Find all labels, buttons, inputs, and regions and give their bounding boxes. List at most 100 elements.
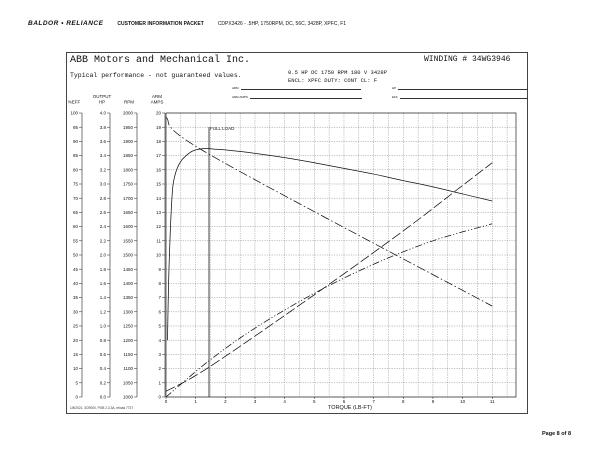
x-axis-label: TORQUE (LB-FT): [328, 405, 372, 411]
y-tick-label: 30: [73, 309, 79, 314]
axis-header: ARM: [152, 94, 162, 99]
series-line-dash-dot-dot: [165, 223, 493, 398]
y-tick-label: 1500: [123, 253, 134, 258]
y-tick-label: 6: [158, 309, 161, 314]
y-tick-label: 0: [75, 395, 78, 400]
y-tick-label: 1050: [123, 380, 134, 385]
y-tick-label: 75: [73, 182, 79, 187]
y-tick-label: 20: [73, 338, 79, 343]
y-tick-label: 20: [156, 111, 162, 116]
plot-border: [165, 112, 517, 398]
document-title: CDPX3426 - .5HP, 1750RPM, DC, 56C, 3428P…: [217, 20, 347, 27]
y-tick-label: 45: [73, 267, 79, 272]
full-load-label: FULL LOAD: [210, 126, 235, 131]
y-tick-label: 1350: [123, 295, 134, 300]
series-line-dash-dot: [165, 116, 493, 307]
y-tick-label: 8: [158, 281, 161, 286]
y-tick-label: 1200: [123, 338, 134, 343]
y-tick-label: 1600: [123, 224, 134, 229]
y-tick-label: 1150: [123, 352, 133, 357]
y-tick-label: 1700: [123, 196, 134, 201]
y-tick-label: 0: [158, 395, 161, 400]
y-tick-label: 70: [73, 196, 79, 201]
y-tick-label: 2: [158, 366, 161, 371]
y-tick-label: 90: [73, 139, 79, 144]
y-tick-label: 1.8: [100, 267, 107, 272]
chart-axes: 0510152025303540455055606570758085909510…: [68, 94, 495, 404]
y-tick-label: 0.2: [100, 380, 107, 385]
x-tick-label: 1: [194, 399, 197, 404]
y-tick-label: 1450: [123, 267, 134, 272]
y-tick-label: 1850: [123, 153, 134, 158]
y-tick-label: 2.4: [100, 224, 107, 229]
x-tick-label: 8: [402, 399, 405, 404]
y-tick-label: 40: [73, 281, 79, 286]
x-tick-label: 10: [460, 399, 466, 404]
y-tick-label: 13: [156, 210, 162, 215]
y-tick-label: 3.8: [100, 125, 107, 130]
y-tick-label: 1650: [123, 210, 134, 215]
x-tick-label: 3: [254, 399, 257, 404]
y-tick-label: 0.8: [100, 338, 107, 343]
form-field-hp: HP: [392, 86, 529, 90]
y-tick-label: 2000: [123, 111, 134, 116]
chart-series: [165, 116, 493, 398]
y-tick-label: 1400: [123, 281, 134, 286]
y-tick-label: 10: [156, 253, 162, 258]
y-tick-label: 1900: [123, 139, 134, 144]
performance-sheet-frame: [66, 52, 528, 414]
y-tick-label: 1.4: [100, 295, 107, 300]
y-tick-label: 1: [158, 380, 161, 385]
chart-grid: [165, 112, 517, 398]
chart-labels: TORQUE (LB-FT) 1/8/2021, 3CR000, POB 2.3.…: [70, 126, 372, 411]
sheet-subtitle: Typical performance - not guaranteed val…: [70, 72, 242, 79]
winding-number: WINDING # 34WG3946: [424, 55, 511, 64]
y-tick-label: 11: [156, 238, 161, 243]
y-tick-label: 16: [156, 167, 162, 172]
y-tick-label: 15: [73, 352, 79, 357]
y-tick-label: 19: [156, 125, 162, 130]
y-tick-label: 3.2: [100, 167, 107, 172]
series-line-solid: [167, 148, 493, 341]
x-tick-label: 9: [432, 399, 435, 404]
y-tick-label: 25: [73, 324, 79, 329]
y-tick-label: 50: [73, 253, 79, 258]
y-tick-label: 1100: [123, 366, 133, 371]
form-field-eff: EFF: [392, 95, 528, 99]
y-tick-label: 14: [156, 196, 162, 201]
axis-header: %EFF: [68, 100, 81, 105]
axis-header: AMPS: [151, 100, 164, 105]
form-field-arm-amps: ARM AMPS: [232, 95, 362, 99]
y-tick-label: 5: [158, 324, 161, 329]
y-tick-label: 95: [73, 125, 79, 130]
y-tick-label: 1.2: [100, 309, 107, 314]
y-tick-label: 3.4: [100, 153, 107, 158]
y-tick-label: 4: [158, 338, 161, 343]
page-number: Page 8 of 8: [542, 431, 572, 437]
y-tick-label: 9: [158, 267, 161, 272]
x-tick-label: 11: [490, 399, 495, 404]
y-tick-label: 17: [156, 153, 162, 158]
document-header: BALDOR • RELIANCE CUSTOMER INFORMATION P…: [28, 20, 346, 27]
x-tick-label: 0: [165, 399, 168, 404]
y-tick-label: 85: [73, 153, 79, 158]
y-tick-label: 15: [156, 182, 162, 187]
y-tick-label: 0.6: [100, 352, 107, 357]
y-tick-label: 3.0: [100, 182, 107, 187]
y-tick-label: 3.6: [100, 139, 107, 144]
y-tick-label: 55: [73, 238, 79, 243]
y-tick-label: 18: [156, 139, 162, 144]
form-field-arm: ARM: [232, 86, 361, 90]
y-tick-label: 60: [73, 224, 79, 229]
y-tick-label: 1000: [123, 395, 134, 400]
y-tick-label: 10: [73, 366, 79, 371]
y-tick-label: 100: [70, 111, 78, 116]
y-tick-label: 2.2: [100, 238, 107, 243]
y-tick-label: 35: [73, 295, 79, 300]
x-tick-label: 6: [343, 399, 346, 404]
y-tick-label: 1750: [123, 182, 134, 187]
brand-logo: BALDOR • RELIANCE: [28, 20, 104, 27]
y-tick-label: 12: [156, 224, 162, 229]
x-tick-label: 5: [313, 399, 316, 404]
